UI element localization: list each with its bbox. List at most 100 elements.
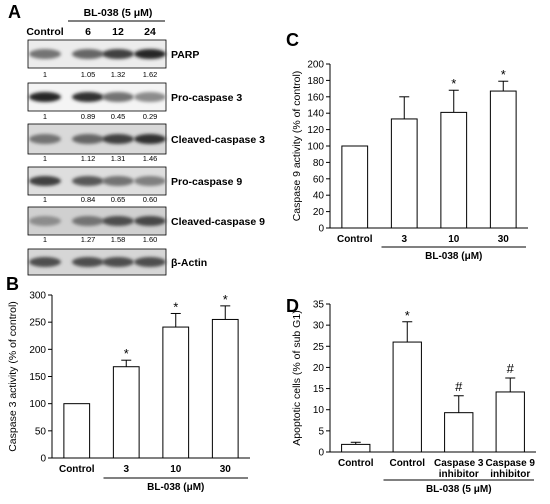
caspase-3-activity-chart: 0 50 100 150 200 250 300 Caspase 3 activity (% … bbox=[7, 291, 250, 493]
bar bbox=[63, 403, 91, 459]
blot-label: Cleaved-caspase 9 bbox=[171, 216, 265, 228]
blot-band bbox=[102, 92, 134, 102]
western-blot-panel: A BL-038 (5 μM) Control 6 12 24 PARP 1 1.0… bbox=[8, 2, 265, 276]
y-tick-label: 15 bbox=[313, 384, 325, 395]
y-tick-label: 120 bbox=[307, 125, 324, 136]
significance-mark: # bbox=[507, 361, 515, 376]
blot-label: β-Actin bbox=[171, 257, 207, 269]
x-tick-label: Caspase 3 inhibitor bbox=[434, 458, 484, 480]
blot-quant-value: 0.84 bbox=[81, 195, 96, 204]
y-tick-label: 10 bbox=[313, 405, 325, 416]
x-axis-label: BL-038 (μM) bbox=[425, 251, 482, 262]
x-tick-label: Control bbox=[337, 234, 373, 245]
y-tick-label: 30 bbox=[313, 321, 325, 332]
significance-mark: * bbox=[223, 292, 228, 307]
y-tick-label: 20 bbox=[313, 207, 325, 218]
y-tick-label: 250 bbox=[29, 318, 46, 329]
y-tick-label: 200 bbox=[29, 345, 46, 356]
y-tick-label: 25 bbox=[313, 342, 325, 353]
bar bbox=[489, 90, 517, 229]
x-tick-label: 30 bbox=[498, 234, 510, 245]
blot-band bbox=[102, 257, 134, 267]
y-tick-label: 40 bbox=[313, 191, 325, 202]
caspase-9-activity-panel: C 0 20 40 60 80 100 120 140 160 180 200 Caspase 9 a… bbox=[286, 30, 528, 262]
blot-quant-value: 0.65 bbox=[111, 195, 126, 204]
y-tick-label: 160 bbox=[307, 92, 324, 103]
blot-label: Pro-caspase 3 bbox=[171, 92, 242, 104]
blot-band bbox=[29, 257, 61, 267]
significance-mark: * bbox=[451, 76, 456, 91]
y-tick-label: 50 bbox=[35, 426, 47, 437]
blot-band bbox=[29, 134, 61, 144]
blot-band bbox=[102, 49, 134, 59]
blot-strip: Cleaved-caspase 3 1 1.12 1.31 1.46 bbox=[27, 123, 265, 163]
y-tick-label: 0 bbox=[40, 454, 46, 465]
blot-strip: β-Actin bbox=[27, 248, 207, 276]
x-tick-label: 30 bbox=[220, 464, 232, 475]
y-tick-label: 20 bbox=[313, 363, 325, 374]
bar bbox=[211, 318, 239, 459]
blot-band bbox=[72, 176, 104, 186]
x-tick-label: Caspase 9 inhibitor bbox=[486, 458, 536, 480]
y-axis-label: Apoptotic cells (% of sub G1) bbox=[291, 310, 303, 445]
blot-label: Pro-caspase 9 bbox=[171, 176, 242, 188]
blot-band bbox=[72, 49, 104, 59]
blot-quant-value: 1.62 bbox=[143, 70, 158, 79]
lane-label: 24 bbox=[144, 26, 156, 38]
bar bbox=[495, 391, 525, 453]
y-tick-label: 80 bbox=[313, 158, 325, 169]
blot-quant-value: 1.32 bbox=[111, 70, 126, 79]
y-tick-label: 60 bbox=[313, 174, 325, 185]
bar bbox=[162, 326, 190, 459]
y-tick-label: 180 bbox=[307, 76, 324, 87]
blot-band bbox=[102, 134, 134, 144]
y-tick-label: 0 bbox=[318, 224, 324, 235]
treatment-label: BL-038 (5 μM) bbox=[84, 7, 153, 19]
blot-quant-value: 1 bbox=[43, 70, 47, 79]
y-tick-label: 35 bbox=[313, 300, 325, 311]
significance-mark: * bbox=[124, 346, 129, 361]
blot-band bbox=[134, 176, 166, 186]
blot-strip: Pro-caspase 9 1 0.84 0.65 0.60 bbox=[27, 166, 242, 204]
panel-c-letter: C bbox=[286, 30, 299, 50]
bar bbox=[341, 145, 369, 229]
blot-band bbox=[72, 257, 104, 267]
blot-label: PARP bbox=[171, 49, 199, 61]
lane-labels: Control 6 12 24 bbox=[26, 26, 156, 38]
blot-quant-value: 1 bbox=[43, 112, 47, 121]
significance-mark: # bbox=[455, 379, 463, 394]
bar bbox=[390, 118, 418, 229]
blot-band bbox=[29, 176, 61, 186]
significance-mark: * bbox=[173, 299, 178, 314]
x-tick-label: 3 bbox=[123, 464, 129, 475]
blot-quant-value: 0.45 bbox=[111, 112, 126, 121]
blot-strip: PARP 1 1.05 1.32 1.62 bbox=[27, 39, 199, 79]
y-tick-label: 100 bbox=[29, 399, 46, 410]
bar bbox=[341, 443, 371, 453]
x-tick-label: 10 bbox=[448, 234, 460, 245]
blot-quant-value: 1.46 bbox=[143, 154, 158, 163]
blot-band bbox=[102, 216, 134, 226]
blot-quant-value: 1.12 bbox=[81, 154, 96, 163]
significance-mark: * bbox=[405, 308, 410, 323]
blot-quant-value: 0.89 bbox=[81, 112, 96, 121]
blot-band bbox=[29, 92, 61, 102]
blot-quant-value: 1.05 bbox=[81, 70, 96, 79]
significance-mark: * bbox=[501, 67, 506, 82]
blot-quant-value: 1.31 bbox=[111, 154, 126, 163]
y-tick-label: 0 bbox=[318, 448, 324, 459]
blot-band bbox=[134, 92, 166, 102]
panel-b-letter: B bbox=[6, 274, 19, 294]
y-axis-label: Caspase 3 activity (% of control) bbox=[7, 301, 19, 452]
bar bbox=[392, 341, 422, 453]
blot-quant-value: 1.58 bbox=[111, 235, 126, 244]
blot-quant-value: 1 bbox=[43, 195, 47, 204]
y-axis-label: Caspase 9 activity (% of control) bbox=[291, 71, 303, 222]
lane-label: 12 bbox=[112, 26, 124, 38]
blot-quant-value: 1 bbox=[43, 154, 47, 163]
apoptotic-cells-chart: 0 5 10 15 20 25 30 35 Apoptotic cells (% of sub … bbox=[291, 300, 536, 495]
y-tick-label: 100 bbox=[307, 142, 324, 153]
blot-band bbox=[134, 257, 166, 267]
bar bbox=[112, 366, 140, 459]
blot-band bbox=[29, 216, 61, 226]
